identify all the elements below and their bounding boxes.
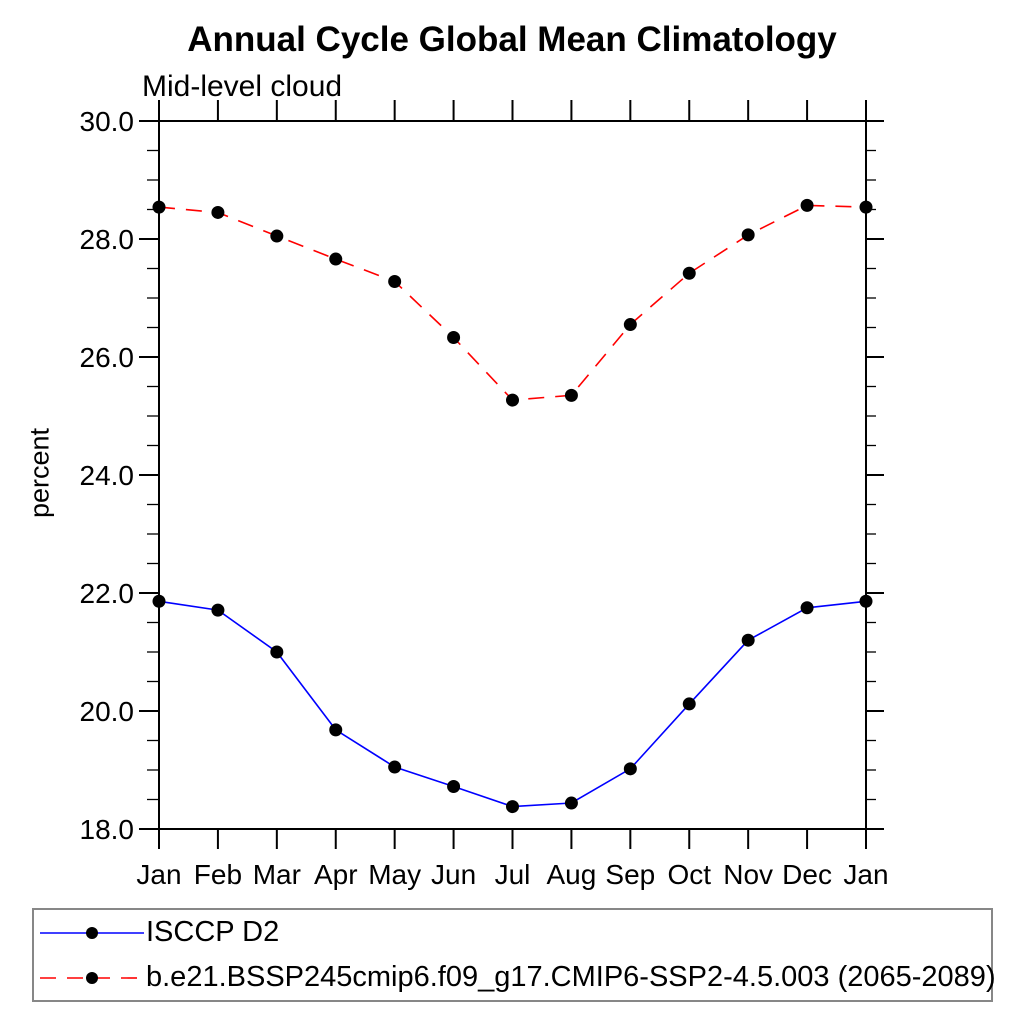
legend-label: ISCCP D2 (146, 916, 280, 948)
svg-text:Nov: Nov (723, 859, 773, 890)
plot-box (158, 120, 867, 830)
series-0-markers (152, 594, 873, 814)
series-1-markers (152, 198, 873, 407)
legend-box: ISCCP D2 b.e21.BSSP245cmip6.f09_g17.CMIP… (32, 908, 996, 1002)
svg-text:Feb: Feb (194, 859, 242, 890)
legend-item-isccp-d2: ISCCP D2 (34, 913, 991, 953)
svg-text:Jun: Jun (431, 859, 476, 890)
chart-subtitle: Mid-level cloud (142, 70, 343, 103)
legend-line-sample-icon (40, 926, 144, 939)
svg-text:24.0: 24.0 (80, 460, 135, 491)
y-tick-labels: 18.0 20.0 22.0 24.0 26.0 28.0 30.0 (80, 106, 135, 845)
svg-text:Jul: Jul (495, 859, 531, 890)
chart-title: Annual Cycle Global Mean Climatology (187, 20, 837, 59)
svg-text:26.0: 26.0 (80, 342, 135, 373)
svg-text:Apr: Apr (314, 859, 358, 890)
y-axis-minor-ticks (147, 149, 876, 801)
svg-text:20.0: 20.0 (80, 696, 135, 727)
legend-label: b.e21.BSSP245cmip6.f09_g17.CMIP6-SSP2-4.… (146, 961, 996, 993)
legend-line-sample-icon (40, 971, 144, 984)
svg-text:Dec: Dec (782, 859, 832, 890)
legend-item-cmip6-ssp2: b.e21.BSSP245cmip6.f09_g17.CMIP6-SSP2-4.… (34, 958, 996, 998)
svg-text:Mar: Mar (253, 859, 301, 890)
svg-text:Sep: Sep (605, 859, 655, 890)
svg-text:22.0: 22.0 (80, 578, 135, 609)
x-axis-ticks (158, 100, 867, 849)
svg-text:Jan: Jan (136, 859, 181, 890)
x-tick-labels: Jan Feb Mar Apr May Jun Jul Aug Sep Oct Nov Dec Jan (136, 859, 888, 890)
svg-text:28.0: 28.0 (80, 224, 135, 255)
svg-text:May: May (368, 859, 421, 890)
y-axis-major-ticks (139, 120, 884, 830)
svg-text:Oct: Oct (667, 859, 711, 890)
svg-text:30.0: 30.0 (80, 106, 135, 137)
series-1-line (158, 204, 867, 401)
svg-text:Aug: Aug (547, 859, 597, 890)
y-axis-title: percent (24, 427, 55, 519)
svg-text:18.0: 18.0 (80, 814, 135, 845)
series-0-line (158, 600, 867, 808)
svg-text:Jan: Jan (843, 859, 888, 890)
